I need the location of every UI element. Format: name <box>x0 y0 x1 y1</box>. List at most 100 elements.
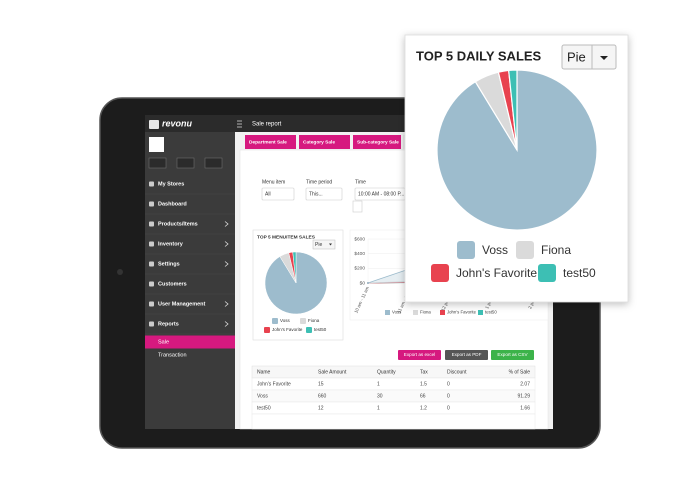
legend-swatch <box>538 264 556 282</box>
sidebar-item: Settings <box>158 261 180 267</box>
sidebar-item: Products/Items <box>158 221 198 227</box>
tab[interactable] <box>299 135 350 149</box>
table-cell: 0 <box>447 381 450 387</box>
sidebar-item: Dashboard <box>158 201 187 207</box>
table-cell: 1 <box>377 405 380 411</box>
legend-label: Voss <box>392 310 401 315</box>
chevron <box>224 241 229 247</box>
filter-extra[interactable] <box>352 200 363 213</box>
legend-swatch <box>385 310 390 315</box>
legend-swatch <box>457 241 475 259</box>
table-cell: 91.29 <box>517 393 530 399</box>
sidebar-item: Reports <box>158 321 179 327</box>
sidebar-item: Inventory <box>158 241 184 247</box>
menu-icon[interactable] <box>237 120 242 128</box>
sidebar-icon <box>149 201 154 207</box>
icon-button[interactable] <box>176 157 195 169</box>
table-cell: John's Favorite <box>257 381 291 387</box>
sidebar-item: Customers <box>158 281 187 287</box>
y-tick-label: $0 <box>360 280 366 286</box>
filter-select[interactable] <box>261 187 295 201</box>
legend-label: test50 <box>314 327 327 332</box>
tab[interactable] <box>245 135 296 149</box>
legend-swatch <box>413 310 418 315</box>
page-title: Sale report <box>252 122 282 128</box>
camera <box>117 269 123 275</box>
filter-value: All <box>265 191 271 197</box>
active-item[interactable] <box>145 335 235 349</box>
legend-label: John's Favorite <box>456 266 537 280</box>
chart-type-select[interactable] <box>312 239 336 250</box>
icon-button[interactable] <box>204 157 223 169</box>
legend-label: John's Favorite <box>447 310 477 315</box>
table-cell: 1.2 <box>420 405 427 411</box>
export-label: Export as CSV <box>497 352 528 357</box>
sidebar-subitem: Sale <box>158 339 169 345</box>
y-tick-label: $200 <box>354 266 365 272</box>
legend-swatch <box>478 310 483 315</box>
export-button[interactable] <box>491 350 534 360</box>
tab[interactable] <box>353 135 401 149</box>
brand-icon <box>149 120 159 129</box>
chevron <box>224 221 229 227</box>
filter-value: This... <box>309 191 323 197</box>
caret <box>600 56 608 60</box>
legend-swatch <box>300 318 306 324</box>
tab-label: Sub-category Sale <box>357 139 399 145</box>
legend-label: test50 <box>563 266 596 280</box>
table-cell: 0 <box>447 393 450 399</box>
column-header: Quantity <box>377 369 396 375</box>
filter-label: Time period <box>306 179 332 185</box>
table-cell: test50 <box>257 405 271 411</box>
table-row <box>251 401 536 415</box>
sidebar-icon <box>149 301 154 307</box>
export-label: Export as excel <box>404 352 435 357</box>
column-header: Discount <box>447 369 467 375</box>
filter-label: Time <box>355 179 366 185</box>
table-cell: 66 <box>420 393 426 399</box>
tab-label: Category Sale <box>303 139 335 145</box>
table-cell: 1.5 <box>420 381 427 387</box>
table-row <box>251 389 536 403</box>
column-header: Sale Amount <box>318 369 347 375</box>
table-cell: 660 <box>318 393 327 399</box>
sidebar-icon <box>149 221 154 227</box>
y-tick-label: $600 <box>354 236 365 242</box>
store-logo <box>149 137 164 152</box>
table-cell: 30 <box>377 393 383 399</box>
table-cell: 0 <box>447 405 450 411</box>
table-cell: Voss <box>257 393 268 399</box>
export-button[interactable] <box>445 350 488 360</box>
popup: TOP 5 DAILY SALES Pie Voss Fiona John's Favo… <box>404 34 629 303</box>
sidebar-item: User Management <box>158 301 206 307</box>
table-cell: 12 <box>318 405 324 411</box>
sidebar-item: My Stores <box>158 181 184 187</box>
table-row <box>251 413 536 430</box>
table-cell: 1.66 <box>520 405 530 411</box>
table-cell: 15 <box>318 381 324 387</box>
series-point <box>367 282 369 284</box>
legend-swatch <box>272 318 278 324</box>
export-label: Export as PDF <box>452 352 482 357</box>
sidebar-icon <box>149 321 154 327</box>
icon-button[interactable] <box>148 157 167 169</box>
sidebar-icon <box>149 181 154 187</box>
caret <box>329 243 332 246</box>
chevron <box>224 261 229 267</box>
chart-type-select[interactable] <box>561 44 617 70</box>
sidebar-icon <box>149 261 154 267</box>
table-row <box>251 377 536 391</box>
legend-label: Voss <box>482 243 508 257</box>
export-button[interactable] <box>398 350 441 360</box>
sidebar-icon <box>149 241 154 247</box>
small-chart-title: TOP 5 MENUITEM SALES <box>257 234 316 240</box>
chart-type-value: Pie <box>567 49 586 64</box>
sidebar-subitem: Transaction <box>158 352 187 358</box>
pie-slice <box>508 69 518 151</box>
pie-slice <box>292 251 297 284</box>
filter-select[interactable] <box>305 187 343 201</box>
legend-label: Voss <box>280 318 291 323</box>
legend-label: John's Favorite <box>272 327 303 332</box>
table-cell: 1 <box>377 381 380 387</box>
